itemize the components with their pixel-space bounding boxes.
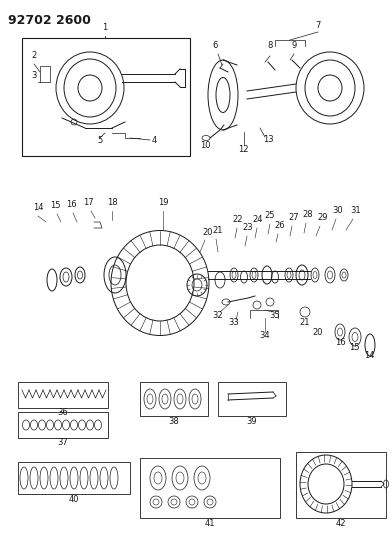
Text: 25: 25 — [265, 211, 275, 220]
Text: 20: 20 — [313, 328, 323, 337]
Text: 10: 10 — [200, 141, 210, 150]
Text: 38: 38 — [169, 417, 180, 426]
Text: 39: 39 — [247, 417, 257, 426]
Text: 14: 14 — [33, 203, 43, 212]
Bar — [18, 382, 108, 408]
Text: 29: 29 — [318, 213, 328, 222]
Text: 6: 6 — [212, 41, 218, 50]
Text: 37: 37 — [58, 438, 68, 447]
Bar — [40, 66, 50, 82]
Bar — [218, 382, 286, 416]
Text: 28: 28 — [303, 210, 313, 219]
Text: 16: 16 — [335, 338, 345, 347]
Text: 8: 8 — [267, 41, 273, 50]
Text: 41: 41 — [205, 519, 215, 528]
Text: 3: 3 — [31, 71, 37, 80]
Text: 30: 30 — [333, 206, 343, 215]
Text: 4: 4 — [152, 136, 157, 145]
Text: 21: 21 — [213, 226, 223, 235]
Text: 5: 5 — [97, 136, 103, 145]
Text: 21: 21 — [300, 318, 310, 327]
Text: 32: 32 — [213, 311, 223, 320]
Text: 36: 36 — [58, 408, 68, 417]
Text: 12: 12 — [238, 145, 248, 154]
Text: 17: 17 — [83, 198, 93, 207]
Text: 7: 7 — [315, 21, 321, 30]
Bar — [22, 38, 190, 156]
Text: 1: 1 — [102, 23, 108, 32]
Bar — [296, 452, 386, 518]
Text: 92702 2600: 92702 2600 — [8, 14, 91, 27]
Text: 14: 14 — [364, 351, 374, 360]
Text: 15: 15 — [349, 343, 359, 352]
Text: 19: 19 — [158, 198, 168, 207]
Text: 2: 2 — [31, 51, 36, 60]
Text: 20: 20 — [203, 228, 213, 237]
Bar — [140, 458, 280, 518]
Text: 9: 9 — [291, 41, 297, 50]
Text: 33: 33 — [229, 318, 240, 327]
Text: 40: 40 — [69, 495, 79, 504]
Text: 31: 31 — [351, 206, 361, 215]
Text: 34: 34 — [260, 331, 270, 340]
Text: 23: 23 — [243, 223, 253, 232]
Text: 15: 15 — [50, 201, 60, 210]
Text: 18: 18 — [107, 198, 117, 207]
Text: 27: 27 — [289, 213, 299, 222]
Text: 24: 24 — [253, 215, 263, 224]
Text: 22: 22 — [233, 215, 243, 224]
Text: 42: 42 — [336, 519, 346, 528]
Bar — [18, 412, 108, 438]
Text: 35: 35 — [270, 311, 280, 320]
Text: 26: 26 — [275, 221, 285, 230]
Text: 13: 13 — [263, 135, 273, 144]
Text: 16: 16 — [66, 200, 76, 209]
Bar — [18, 462, 130, 494]
Bar — [140, 382, 208, 416]
